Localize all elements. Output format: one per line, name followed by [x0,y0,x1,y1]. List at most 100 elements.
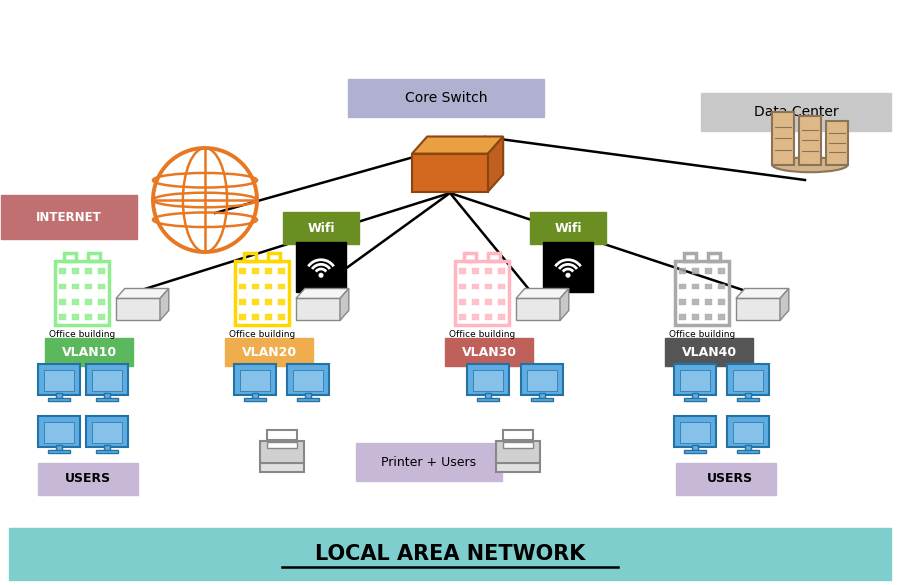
FancyBboxPatch shape [239,269,246,274]
Polygon shape [412,136,503,154]
FancyBboxPatch shape [705,269,712,274]
FancyBboxPatch shape [684,450,706,453]
FancyBboxPatch shape [772,112,794,165]
Circle shape [566,273,570,277]
FancyBboxPatch shape [459,299,466,305]
FancyBboxPatch shape [98,315,105,320]
FancyBboxPatch shape [59,299,66,305]
FancyBboxPatch shape [304,393,311,399]
FancyBboxPatch shape [485,315,492,320]
Polygon shape [296,298,340,321]
FancyBboxPatch shape [705,284,712,290]
FancyBboxPatch shape [59,315,66,320]
Polygon shape [160,288,169,321]
FancyBboxPatch shape [727,416,769,448]
FancyBboxPatch shape [527,370,557,391]
FancyBboxPatch shape [692,299,699,305]
Polygon shape [116,288,169,298]
FancyBboxPatch shape [98,299,105,305]
Polygon shape [296,288,349,298]
FancyBboxPatch shape [265,269,272,274]
FancyBboxPatch shape [676,463,776,495]
FancyBboxPatch shape [265,315,272,320]
FancyBboxPatch shape [98,284,105,290]
FancyBboxPatch shape [356,443,502,481]
Polygon shape [116,298,160,321]
FancyBboxPatch shape [287,364,328,395]
FancyBboxPatch shape [679,284,686,290]
FancyBboxPatch shape [96,450,118,453]
FancyBboxPatch shape [56,445,62,450]
FancyBboxPatch shape [48,398,70,401]
Text: VLAN20: VLAN20 [241,346,297,359]
FancyBboxPatch shape [473,370,503,391]
FancyBboxPatch shape [85,315,92,320]
Text: USERS: USERS [706,473,753,486]
FancyBboxPatch shape [252,284,259,290]
Text: LOCAL AREA NETWORK: LOCAL AREA NETWORK [315,543,585,563]
FancyBboxPatch shape [59,269,66,274]
FancyBboxPatch shape [718,269,724,274]
FancyBboxPatch shape [260,463,304,472]
FancyBboxPatch shape [498,299,505,305]
FancyBboxPatch shape [498,269,505,274]
FancyBboxPatch shape [530,212,606,244]
FancyBboxPatch shape [496,441,540,463]
FancyBboxPatch shape [92,370,122,391]
Text: Data Center: Data Center [753,105,838,119]
FancyBboxPatch shape [39,364,80,395]
Text: Office building: Office building [669,330,735,339]
FancyBboxPatch shape [744,445,752,450]
FancyBboxPatch shape [692,315,699,320]
FancyBboxPatch shape [1,195,137,239]
Text: VLAN40: VLAN40 [681,346,736,359]
FancyBboxPatch shape [252,269,259,274]
FancyBboxPatch shape [104,393,111,399]
FancyBboxPatch shape [98,269,105,274]
Text: Office building: Office building [229,330,295,339]
FancyBboxPatch shape [260,441,304,463]
Polygon shape [412,154,488,192]
FancyBboxPatch shape [278,299,285,305]
FancyBboxPatch shape [296,242,346,292]
FancyBboxPatch shape [265,299,272,305]
FancyBboxPatch shape [96,398,118,401]
FancyBboxPatch shape [278,315,285,320]
FancyBboxPatch shape [56,393,62,399]
FancyBboxPatch shape [503,430,533,440]
FancyBboxPatch shape [705,315,712,320]
FancyBboxPatch shape [679,269,686,274]
Polygon shape [780,288,788,321]
FancyBboxPatch shape [674,364,716,395]
FancyBboxPatch shape [744,393,752,399]
FancyBboxPatch shape [674,416,716,448]
FancyBboxPatch shape [737,398,759,401]
FancyBboxPatch shape [665,338,753,366]
FancyBboxPatch shape [484,393,491,399]
FancyBboxPatch shape [691,393,698,399]
FancyBboxPatch shape [48,450,70,453]
FancyBboxPatch shape [701,93,891,131]
FancyBboxPatch shape [472,284,479,290]
FancyBboxPatch shape [239,315,246,320]
FancyBboxPatch shape [45,338,133,366]
FancyBboxPatch shape [733,422,763,443]
FancyBboxPatch shape [85,299,92,305]
Polygon shape [736,298,780,321]
FancyBboxPatch shape [680,422,710,443]
FancyBboxPatch shape [459,284,466,290]
FancyBboxPatch shape [86,364,128,395]
FancyBboxPatch shape [267,430,297,440]
FancyBboxPatch shape [498,284,505,290]
FancyBboxPatch shape [244,398,266,401]
FancyBboxPatch shape [267,442,297,448]
FancyBboxPatch shape [39,416,80,448]
FancyBboxPatch shape [283,212,359,244]
Text: Core Switch: Core Switch [405,91,487,105]
FancyBboxPatch shape [737,450,759,453]
Polygon shape [516,288,569,298]
Text: Office building: Office building [49,330,115,339]
FancyBboxPatch shape [104,445,111,450]
Text: INTERNET: INTERNET [36,211,102,223]
FancyBboxPatch shape [85,269,92,274]
